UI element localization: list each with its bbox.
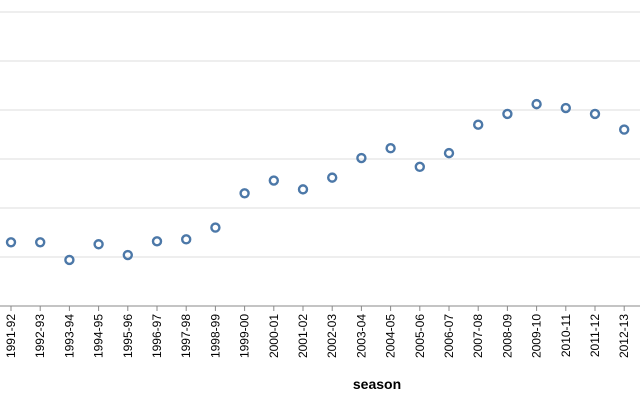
x-tick-label: 2001-02 bbox=[296, 314, 310, 358]
data-point bbox=[502, 108, 513, 120]
data-point bbox=[122, 249, 134, 261]
x-tick-label: 1999-00 bbox=[238, 314, 252, 358]
data-point bbox=[414, 161, 425, 173]
x-tick-label: 1993-94 bbox=[62, 314, 76, 358]
x-tick-label: 2005-06 bbox=[413, 314, 427, 358]
x-tick-label: 1995-96 bbox=[121, 314, 135, 358]
x-tick-label: 1991-92 bbox=[4, 314, 18, 358]
data-point bbox=[210, 222, 221, 233]
x-axis-title: season bbox=[353, 376, 401, 392]
x-tick-label: 1994-95 bbox=[92, 314, 106, 358]
data-point bbox=[151, 236, 163, 247]
x-tick-label: 1997-98 bbox=[179, 314, 193, 358]
x-tick-label: 2007-08 bbox=[471, 314, 485, 358]
data-point bbox=[560, 102, 571, 114]
data-point bbox=[619, 124, 630, 135]
x-axis: 1991-92 1992-93 1993-94 1994-95 1995-96 1996-… bbox=[0, 305, 640, 358]
x-tick-label: 2002-03 bbox=[325, 314, 339, 358]
x-tick-label: 2012-13 bbox=[617, 314, 631, 358]
x-tick-label: 2010-11 bbox=[559, 314, 573, 357]
x-tick-label: 2008-09 bbox=[500, 314, 514, 358]
data-point bbox=[385, 143, 396, 154]
data-point bbox=[239, 188, 250, 199]
data-point bbox=[327, 172, 338, 183]
x-tick-label: 2006-07 bbox=[442, 314, 456, 358]
data-point bbox=[93, 239, 104, 250]
x-tick-label: 1992-93 bbox=[33, 314, 47, 358]
data-point bbox=[268, 175, 279, 186]
data-point bbox=[589, 108, 601, 120]
data-point bbox=[443, 147, 455, 159]
x-tick-label: 1998-99 bbox=[208, 314, 222, 358]
x-tick-label: 2011-12 bbox=[588, 314, 602, 357]
x-tick-label: 1996-97 bbox=[150, 314, 164, 358]
y-gridlines bbox=[0, 11, 640, 258]
data-point bbox=[64, 254, 75, 266]
data-point bbox=[531, 98, 542, 110]
x-tick-label: 2000-01 bbox=[267, 314, 281, 358]
data-point bbox=[473, 119, 484, 130]
x-tick-label: 2003-04 bbox=[354, 314, 368, 358]
data-point bbox=[180, 234, 192, 245]
data-point bbox=[5, 237, 17, 248]
data-points bbox=[5, 98, 630, 266]
x-tick-label: 2004-05 bbox=[384, 314, 398, 358]
data-point bbox=[297, 184, 309, 195]
x-tick-label: 2009-10 bbox=[530, 314, 544, 358]
data-point bbox=[356, 152, 367, 164]
data-point bbox=[35, 237, 46, 248]
